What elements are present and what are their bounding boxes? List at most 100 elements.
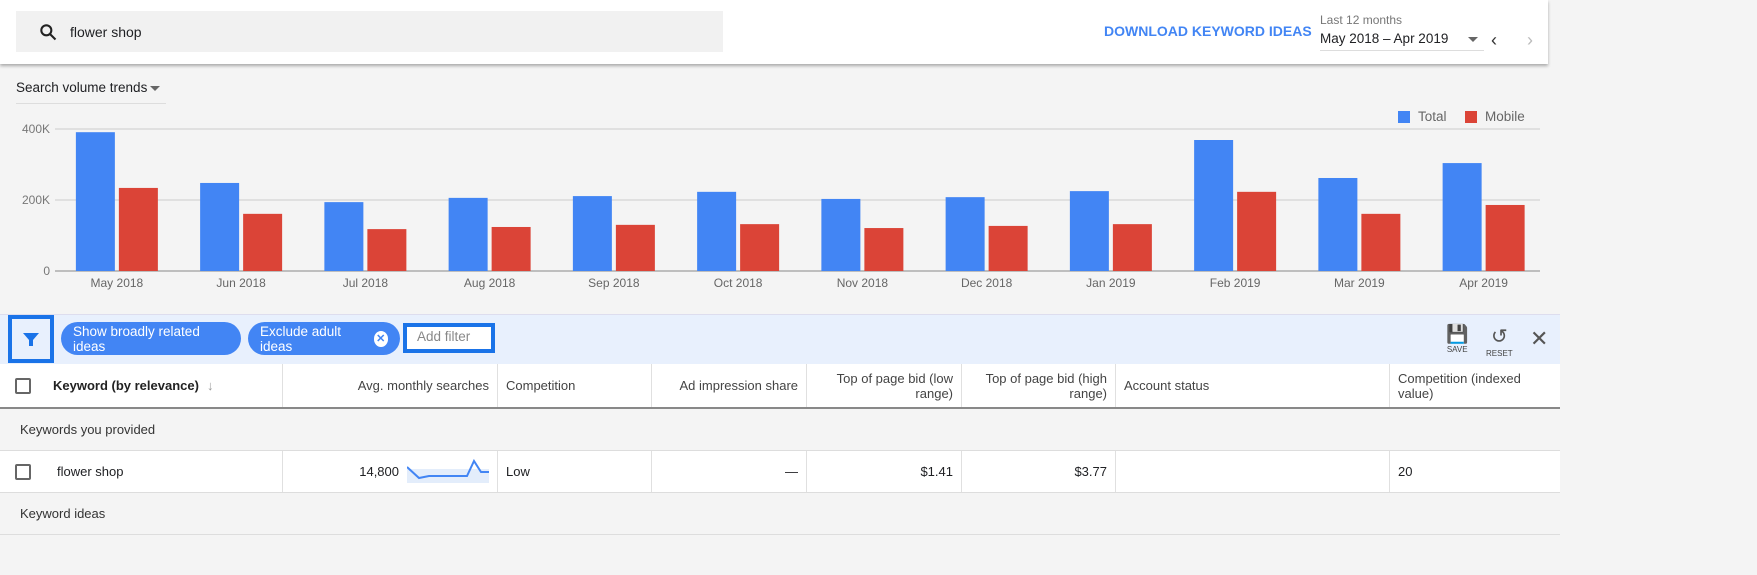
bid-high-cell: $3.77 <box>962 451 1116 492</box>
bar-total <box>448 197 488 271</box>
bar-mobile <box>1485 204 1525 271</box>
bar-mobile <box>1361 213 1401 271</box>
bar-mobile <box>243 213 283 271</box>
dropdown-icon <box>150 86 160 96</box>
reset-icon: ↺ <box>1490 326 1508 348</box>
bar-total <box>324 202 364 271</box>
bar-mobile <box>864 228 904 271</box>
bar-mobile <box>740 224 780 271</box>
chip-exclude-adult[interactable]: Exclude adult ideas ✕ <box>248 322 400 355</box>
x-tick-label: Dec 2018 <box>961 276 1013 290</box>
legend-swatch <box>1398 110 1410 123</box>
x-tick-label: Aug 2018 <box>464 276 516 290</box>
legend-swatch <box>1465 110 1477 123</box>
chip-label: Exclude adult ideas <box>260 323 342 354</box>
col-impression-share[interactable]: Ad impression share <box>652 364 807 407</box>
bar-mobile <box>988 225 1028 271</box>
add-filter-placeholder: Add filter <box>407 327 491 349</box>
bar-total <box>821 198 861 271</box>
bar-mobile <box>118 187 158 271</box>
bar-total <box>572 196 612 271</box>
filter-icon <box>23 333 39 346</box>
chip-broadly-related[interactable]: Show broadly related ideas <box>61 322 241 355</box>
search-volume-chart: 0 200K 400K May 2018 Jun 2018 Jul 2018 Aug 201… <box>22 122 1540 290</box>
chart-type-value: Search volume trends <box>16 80 148 95</box>
close-icon[interactable]: ✕ <box>1530 326 1549 351</box>
search-icon <box>40 23 57 40</box>
bar-total <box>200 182 240 271</box>
prev-range-icon[interactable]: ‹ <box>1491 30 1497 50</box>
x-tick-label: Jan 2019 <box>1086 276 1136 290</box>
x-tick-label: Feb 2019 <box>1210 276 1261 290</box>
keyword-table: Keyword (by relevance) ↓ Avg. monthly sea… <box>0 364 1560 535</box>
col-searches[interactable]: Avg. monthly searches <box>283 364 498 407</box>
group-ideas: Keyword ideas <box>0 493 1560 535</box>
col-competition-index[interactable]: Competition (indexed value) <box>1398 370 1521 401</box>
bar-mobile <box>615 224 655 271</box>
reset-button[interactable]: ↺ RESET <box>1486 324 1513 358</box>
bar-total <box>1069 191 1109 271</box>
col-bid-high[interactable]: Top of page bid (high range) <box>962 364 1116 407</box>
legend-label: Mobile <box>1485 109 1525 124</box>
col-competition[interactable]: Competition <box>498 364 652 407</box>
bar-mobile <box>1112 224 1152 271</box>
index-cell: 20 <box>1398 464 1413 479</box>
range-label: Last 12 months <box>1320 13 1403 27</box>
bar-total <box>75 132 115 271</box>
searches-cell: 14,800 <box>283 451 498 492</box>
save-button[interactable]: 💾 SAVE <box>1446 324 1468 354</box>
x-tick-label: May 2018 <box>91 276 144 290</box>
impression-cell: — <box>652 451 807 492</box>
save-label: SAVE <box>1446 345 1468 354</box>
x-tick-label: Jul 2018 <box>343 276 389 290</box>
row-checkbox[interactable] <box>0 451 45 492</box>
x-tick-label: Apr 2019 <box>1459 276 1508 290</box>
bar-total <box>945 197 985 271</box>
x-tick-label: Oct 2018 <box>714 276 763 290</box>
x-tick-label: Mar 2019 <box>1334 276 1385 290</box>
y-tick-label: 0 <box>43 264 50 278</box>
dropdown-icon <box>1468 37 1478 47</box>
date-range-value: May 2018 – Apr 2019 <box>1320 31 1449 46</box>
date-range-select[interactable]: May 2018 – Apr 2019 <box>1320 31 1484 51</box>
table-row: flower shop 14,800 Low — $1.41 $3.77 20 <box>0 451 1560 493</box>
select-all-checkbox[interactable] <box>0 364 45 407</box>
reset-label: RESET <box>1486 349 1513 358</box>
y-tick-label: 200K <box>22 193 50 207</box>
add-filter-input[interactable]: Add filter <box>403 323 495 353</box>
bar-total <box>1442 163 1482 271</box>
status-cell <box>1116 451 1390 492</box>
col-bid-low[interactable]: Top of page bid (low range) <box>807 364 962 407</box>
group-provided: Keywords you provided <box>0 409 1560 451</box>
download-keyword-ideas-button[interactable]: DOWNLOAD KEYWORD IDEAS <box>1104 23 1312 39</box>
legend-total: Total <box>1398 109 1447 124</box>
chip-label: Show broadly related ideas <box>73 323 200 354</box>
search-query: flower shop <box>70 23 142 40</box>
top-bar: flower shop DOWNLOAD KEYWORD IDEAS Last … <box>0 0 1548 64</box>
searches-value: 14,800 <box>359 464 399 479</box>
filter-button[interactable] <box>8 315 54 363</box>
competition-cell: Low <box>498 451 652 492</box>
save-icon: 💾 <box>1446 324 1469 344</box>
y-tick-label: 400K <box>22 122 50 136</box>
next-range-icon[interactable]: › <box>1527 30 1533 50</box>
chart-type-select[interactable]: Search volume trends <box>16 80 166 104</box>
bar-total <box>697 191 737 271</box>
bid-low-cell: $1.41 <box>807 451 962 492</box>
table-header: Keyword (by relevance) ↓ Avg. monthly sea… <box>0 364 1560 409</box>
legend-mobile: Mobile <box>1465 109 1525 124</box>
bar-mobile <box>491 226 531 271</box>
x-tick-label: Nov 2018 <box>837 276 889 290</box>
col-keyword[interactable]: Keyword (by relevance) ↓ <box>45 364 283 407</box>
sort-arrow-icon: ↓ <box>206 378 214 393</box>
keyword-cell: flower shop <box>45 451 283 492</box>
remove-chip-icon[interactable]: ✕ <box>373 330 388 347</box>
col-account-status[interactable]: Account status <box>1116 364 1390 407</box>
bar-mobile <box>1237 191 1277 271</box>
search-input[interactable]: flower shop <box>16 11 723 52</box>
bar-total <box>1318 177 1358 271</box>
col-label: Keyword (by relevance) <box>53 378 199 393</box>
x-tick-label: Sep 2018 <box>588 276 640 290</box>
bar-total <box>1194 140 1234 271</box>
bar-mobile <box>367 229 407 271</box>
